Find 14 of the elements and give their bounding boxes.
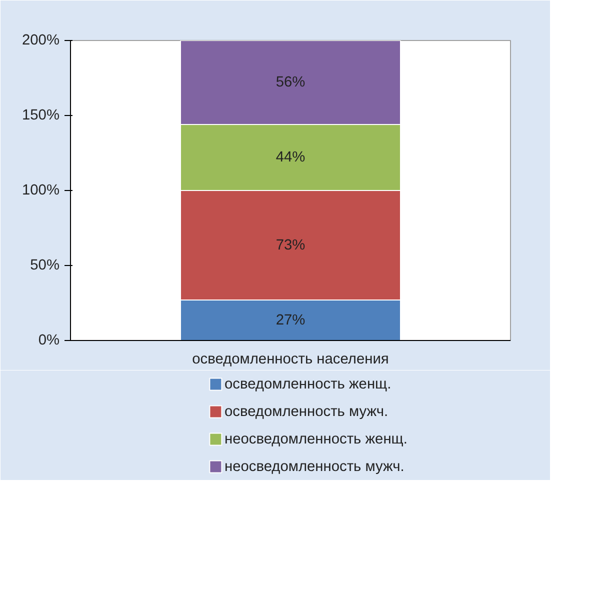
y-tick-label: 100%	[22, 182, 60, 198]
legend-label: неосведомленность женщ.	[224, 431, 408, 448]
data-label: 27%	[276, 312, 306, 328]
legend-label: неосведомленность мужч.	[224, 458, 404, 475]
data-label: 73%	[276, 237, 306, 254]
data-label: 44%	[276, 150, 306, 166]
x-tick-label: осведомленность населения	[192, 352, 389, 368]
y-tick-label: 50%	[30, 258, 60, 274]
data-label: 56%	[276, 74, 306, 90]
legend-label: осведомленность женщ.	[224, 376, 392, 392]
legend-label: осведомленность мужч.	[224, 404, 388, 420]
y-tick-label: 200%	[22, 32, 60, 48]
y-tick-label: 0%	[38, 332, 60, 348]
y-tick-label: 150%	[22, 108, 60, 124]
